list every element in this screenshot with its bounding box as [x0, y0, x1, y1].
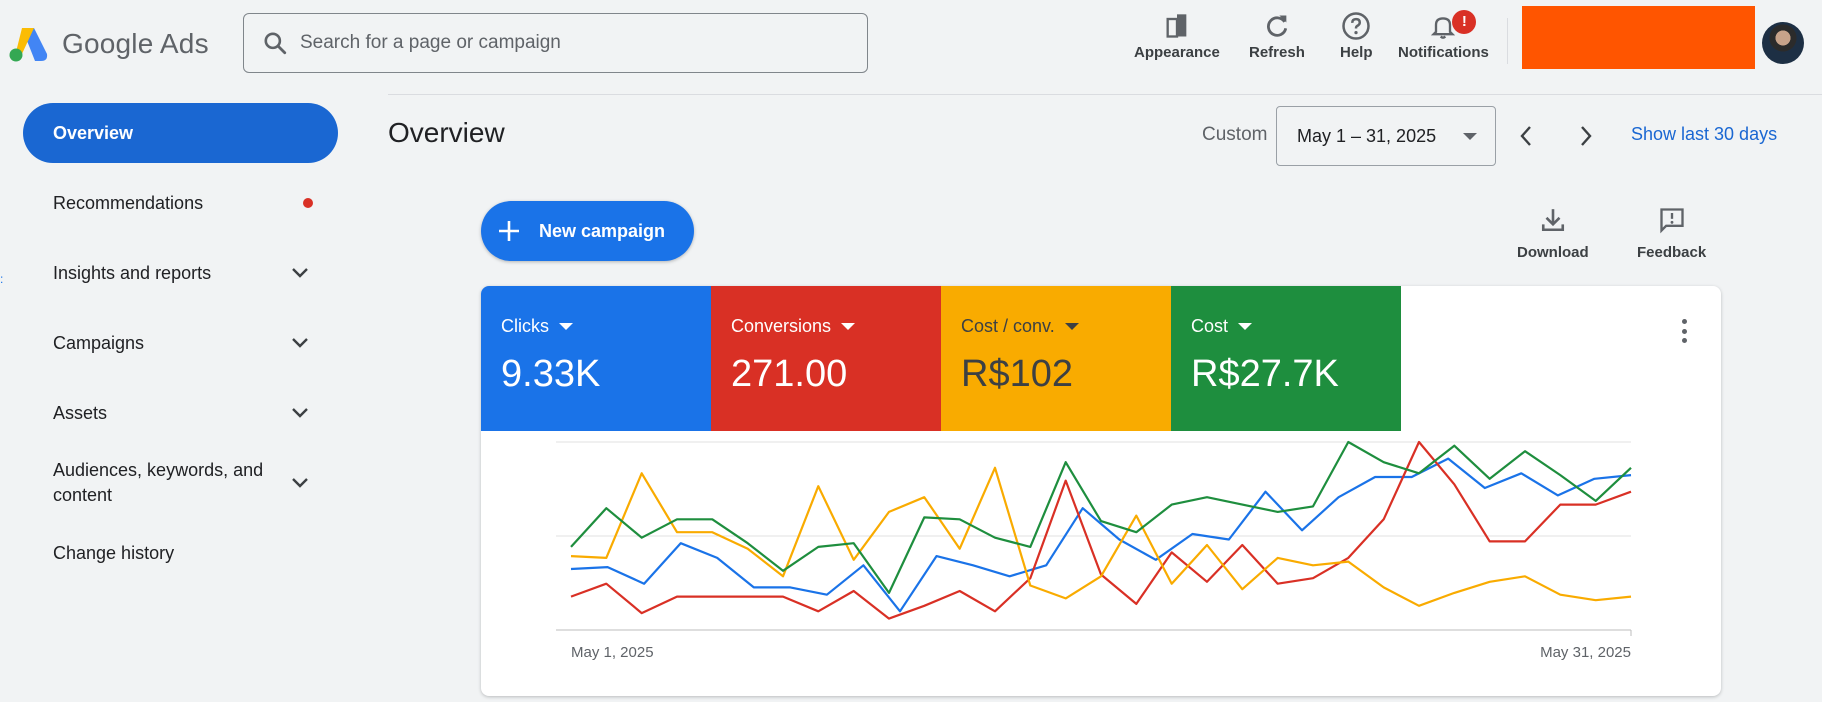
next-period-button[interactable]	[1568, 118, 1604, 154]
metric-label[interactable]: Conversions	[731, 316, 941, 337]
appearance-label: Appearance	[1134, 44, 1220, 61]
sidebar-item-label: Overview	[53, 122, 134, 143]
series-line-clicks	[570, 457, 1632, 613]
google-ads-logo[interactable]: Google Ads	[8, 22, 209, 66]
download-button[interactable]: Download	[1517, 204, 1589, 261]
new-campaign-label: New campaign	[539, 220, 666, 241]
new-campaign-button[interactable]: New campaign	[481, 201, 694, 261]
notifications-label: Notifications	[1398, 44, 1489, 61]
metric-value: R$102	[961, 353, 1073, 395]
bell-icon: !	[1423, 10, 1477, 42]
appearance-button[interactable]: Appearance	[1134, 10, 1220, 70]
date-mode-label: Custom	[1202, 124, 1268, 145]
recommendations-dot	[303, 198, 313, 208]
metric-label-text: Conversions	[731, 316, 832, 336]
chevron-right-icon	[1581, 126, 1592, 146]
header-divider-line	[388, 94, 1822, 95]
refresh-button[interactable]: Refresh	[1249, 10, 1305, 70]
redacted-account-box[interactable]	[1522, 6, 1755, 69]
help-label: Help	[1340, 44, 1373, 61]
download-icon	[1540, 204, 1566, 236]
sidebar-item-label: Audiences, keywords, and content	[53, 460, 264, 505]
help-button[interactable]: Help	[1340, 10, 1373, 70]
chevron-down-icon	[292, 408, 308, 418]
sidebar-item-label: Recommendations	[53, 192, 204, 213]
metric-label[interactable]: Clicks	[501, 316, 711, 337]
refresh-label: Refresh	[1249, 44, 1305, 61]
collapsed-rail-marker: :	[0, 272, 4, 286]
metric-tile-cost-per-conv[interactable]: Cost / conv. R$102	[941, 286, 1171, 431]
metric-value: R$27.7K	[1191, 353, 1339, 395]
dropdown-caret-icon	[1238, 323, 1253, 330]
notification-badge: !	[1452, 10, 1477, 34]
sidebar-item-campaigns[interactable]: Campaigns	[23, 313, 338, 373]
search-bar[interactable]	[243, 13, 868, 73]
sidebar-item-label: Change history	[53, 542, 175, 563]
x-tick-label-start: May 1, 2025	[571, 644, 654, 661]
sidebar-item-recommendations[interactable]: Recommendations	[23, 173, 338, 233]
metric-label[interactable]: Cost	[1191, 316, 1401, 337]
sidebar-item-label: Insights and reports	[53, 262, 212, 283]
chevron-down-icon	[292, 478, 308, 488]
avatar[interactable]	[1762, 22, 1804, 64]
top-bar: Google Ads Appearance Refresh Help ! Not…	[0, 0, 1822, 88]
app-name: Google Ads	[62, 28, 209, 59]
chevron-down-icon	[292, 338, 308, 348]
metric-label-text: Cost / conv.	[961, 316, 1055, 336]
sidebar-item-label: Assets	[53, 402, 108, 423]
metric-value: 271.00	[731, 353, 848, 395]
feedback-icon	[1658, 204, 1686, 236]
search-input[interactable]	[300, 32, 840, 54]
help-icon	[1341, 10, 1371, 42]
metric-label-text: Clicks	[501, 316, 549, 336]
dropdown-caret-icon	[559, 323, 573, 330]
date-range-value: May 1 – 31, 2025	[1297, 125, 1437, 146]
feedback-button[interactable]: Feedback	[1637, 204, 1706, 261]
header-divider	[1507, 18, 1508, 64]
dropdown-caret-icon	[1463, 133, 1477, 140]
google-ads-logo-icon	[9, 28, 48, 62]
metric-tile-cost[interactable]: Cost R$27.7K	[1171, 286, 1401, 431]
sidebar-item-overview[interactable]: Overview	[23, 103, 338, 163]
sidebar-item-assets[interactable]: Assets	[23, 383, 338, 443]
date-range-select[interactable]: May 1 – 31, 2025	[1276, 106, 1496, 166]
metric-label-text: Cost	[1191, 316, 1229, 336]
metric-tile-conversions[interactable]: Conversions 271.00	[711, 286, 941, 431]
performance-card: Clicks 9.33K Conversions 271.00 Cost / c…	[481, 286, 1721, 696]
metric-tile-clicks[interactable]: Clicks 9.33K	[481, 286, 711, 431]
series-line-cost	[570, 440, 1632, 594]
metric-value: 9.33K	[501, 353, 601, 395]
sidebar-item-audiences[interactable]: Audiences, keywords, and content	[23, 448, 338, 518]
show-last-30-days-link[interactable]: Show last 30 days	[1631, 124, 1778, 144]
series-line-cost-conv	[570, 466, 1632, 607]
previous-period-button[interactable]	[1508, 118, 1544, 154]
search-icon	[264, 32, 287, 55]
dropdown-caret-icon	[841, 323, 856, 330]
chart-series-group	[570, 440, 1632, 620]
sidebar-item-change-history[interactable]: Change history	[23, 523, 338, 583]
chevron-down-icon	[292, 268, 308, 278]
download-label: Download	[1517, 244, 1589, 261]
x-tick-label-end: May 31, 2025	[1540, 644, 1631, 661]
metric-label[interactable]: Cost / conv.	[961, 316, 1171, 337]
dropdown-caret-icon	[1064, 323, 1079, 330]
more-options-icon[interactable]	[1674, 316, 1694, 346]
refresh-icon	[1263, 10, 1291, 42]
sidebar-item-label: Campaigns	[53, 332, 145, 353]
chevron-left-icon	[1520, 126, 1531, 146]
plus-icon	[497, 219, 521, 243]
notifications-button[interactable]: ! Notifications	[1398, 10, 1489, 70]
performance-chart: May 1, 2025 May 31, 2025	[556, 440, 1632, 661]
feedback-label: Feedback	[1637, 244, 1707, 261]
appearance-icon	[1163, 10, 1191, 42]
sidebar-item-insights[interactable]: Insights and reports	[23, 243, 338, 303]
page-title: Overview	[388, 117, 505, 148]
